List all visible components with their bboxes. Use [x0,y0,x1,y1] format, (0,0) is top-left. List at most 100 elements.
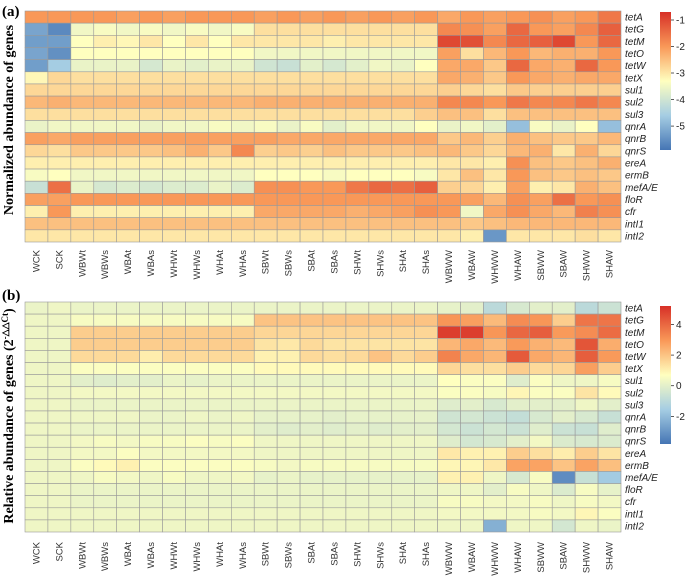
heatmap-cell-qnrB-SHWt [345,132,370,146]
heatmap-cell-sul2-SHAW [597,95,622,109]
heatmap-cell-qnrB-SHWW [574,132,599,146]
heatmap-cell-tetW-WBAt [116,350,140,363]
heatmap-cell-tetA-SBWt [253,301,278,315]
heatmap-cell-sul3-WHAW [506,107,530,121]
heatmap-cell-qnrB-SHAt [391,422,415,436]
heatmap-cell-tetM-WBAs [139,325,163,339]
heatmap-cell-mefA-E-SHWW [574,471,599,484]
heatmap-cell-qnrS-SBAt [299,434,324,448]
heatmap-cell-qnrS-SHAt [391,434,415,448]
heatmap-cell-tetX-SHWt [345,71,370,85]
heatmap-cell-qnrS-SBWs [276,434,301,448]
gene-label: ereA [625,449,646,460]
sample-label: SHAW [605,250,616,278]
heatmap-cell-cfr-WBWW [437,205,461,218]
heatmap-cell-sul1-SHAW [597,374,622,388]
heatmap-cell-qnrS-WHWt [162,144,186,158]
heatmap-cell-sul2-WBWt [70,386,95,400]
heatmap-cell-mefA-E-WCK [24,471,49,484]
heatmap-cell-tetO-WHAt [208,338,232,351]
heatmap-cell-tetA-SBAs [322,301,347,315]
heatmap-cell-cfr-WBWs [93,205,117,218]
heatmap-cell-qnrB-SBAs [322,422,347,436]
heatmap-cell-cfr-SBWt [253,205,278,218]
heatmap-cell-qnrA-SHAs [414,410,438,424]
heatmap-cell-qnrB-WHAs [231,132,255,146]
heatmap-cell-tetG-SHAt [391,22,415,36]
heatmap-cell-sul2-WBWs [93,95,117,109]
heatmap-cell-sul3-SBAs [322,398,347,412]
heatmap-cell-sul2-WHWt [162,95,186,109]
heatmap-cell-floR-WBAt [116,483,140,496]
heatmap-cell-qnrB-SHAs [414,132,438,146]
heatmap-cell-qnrB-SBAs [322,132,347,146]
heatmap-cell-floR-SCK [47,483,72,496]
panel-b-ylabel-end: ) [2,308,17,313]
heatmap-cell-mefA-E-SHAW [597,471,622,484]
heatmap-cell-intI1-SHWW [574,507,599,521]
heatmap-cell-floR-SBAs [322,193,347,206]
gene-label: mefA/E [625,183,658,194]
heatmap-cell-sul2-WBWW [437,386,461,400]
heatmap-cell-intI2-WBWs [93,229,117,243]
heatmap-cell-tetM-WBWt [70,35,95,48]
heatmap-cell-ereA-SHAs [414,156,438,170]
heatmap-cell-qnrS-SHWW [574,434,599,448]
sample-label: SHWs [375,250,386,277]
heatmap-cell-qnrA-SHWt [345,120,370,133]
heatmap-cell-tetA-WHWW [483,301,507,315]
heatmap-cell-tetA-SBWs [276,10,301,24]
heatmap-cell-ereA-SHWs [368,446,393,460]
heatmap-cell-tetW-WHAs [231,59,255,73]
heatmap-cell-qnrA-SHWs [368,410,393,424]
heatmap-cell-intI2-SBWW [529,519,553,533]
colorbar-tick-label: -1 [676,16,685,27]
heatmap-cell-tetO-SHAt [391,47,415,60]
heatmap-cell-ereA-WCK [24,156,49,170]
heatmap-cell-qnrB-WCK [24,132,49,146]
heatmap-cell-qnrS-WBWW [437,144,461,158]
heatmap-cell-tetO-SBAs [322,47,347,60]
heatmap-cell-tetX-WHWs [185,71,209,85]
heatmap-cell-floR-SHAt [391,193,415,206]
heatmap-cell-floR-WHAt [208,193,232,206]
heatmap-cell-floR-WHWt [162,193,186,206]
heatmap-cell-intI1-SBWs [276,507,301,521]
heatmap-cell-qnrS-WBAW [460,434,484,448]
heatmap-cell-sul1-WCK [24,374,49,388]
heatmap-cell-tetX-WHWs [185,362,209,375]
heatmap-cell-tetM-SHAW [597,35,622,48]
sample-label: WHAW [513,250,524,281]
heatmap-cell-tetG-SHWs [368,313,393,327]
heatmap-cell-intI2-WBAs [139,519,163,533]
heatmap-cell-qnrS-WHAs [231,434,255,448]
heatmap-cell-sul1-SHAt [391,83,415,97]
sample-label: WBAt [123,542,134,567]
heatmap-cell-sul2-WBAs [139,95,163,109]
heatmap-cell-tetW-SBAt [299,59,324,73]
heatmap-cell-qnrS-WHWs [185,144,209,158]
heatmap-cell-tetG-WCK [24,313,49,327]
heatmap-cell-floR-SHWW [574,193,599,206]
heatmap-cell-intI2-WHWW [483,229,507,243]
heatmap-cell-intI1-WBWs [93,217,117,231]
heatmap-cell-qnrS-SHAt [391,144,415,158]
heatmap-cell-sul2-SBWW [529,95,553,109]
heatmap-cell-tetA-SHAs [414,301,438,315]
heatmap-cell-ereA-SCK [47,156,72,170]
heatmap-cell-tetW-SHAt [391,59,415,73]
heatmap-cell-qnrB-SHAW [597,422,622,436]
heatmap-cell-cfr-SCK [47,495,72,509]
heatmap-cell-cfr-WBWW [437,495,461,509]
heatmap-cell-ermB-SBAt [299,168,324,182]
heatmap-cell-floR-SHAs [414,193,438,206]
heatmap-cell-qnrB-SHWt [345,422,370,436]
heatmap-cell-intI1-WHWt [162,507,186,521]
heatmap-cell-tetW-SCK [47,59,72,73]
heatmap-cell-ereA-WHWW [483,446,507,460]
heatmap-cell-sul3-SHWs [368,107,393,121]
heatmap-cell-cfr-SHAt [391,205,415,218]
heatmap-cell-ereA-SHAW [597,446,622,460]
heatmap-cell-cfr-SHWW [574,495,599,509]
heatmap-cell-qnrB-SBWt [253,132,278,146]
